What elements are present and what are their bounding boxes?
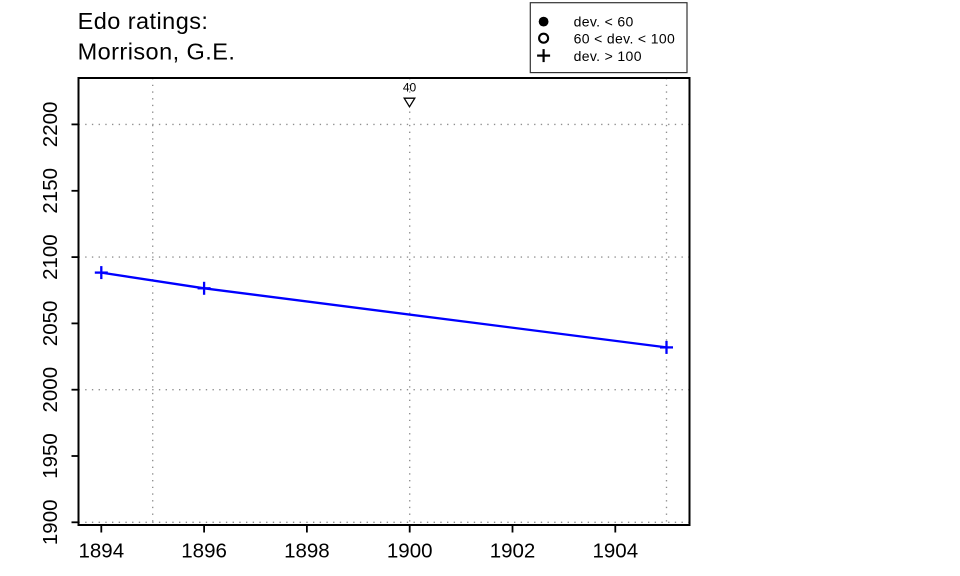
svg-text:2050: 2050 <box>39 301 62 347</box>
svg-text:2000: 2000 <box>39 367 62 413</box>
svg-text:2150: 2150 <box>39 168 62 214</box>
svg-text:Morrison, G.E.: Morrison, G.E. <box>78 38 236 64</box>
svg-text:1900: 1900 <box>387 539 433 562</box>
svg-text:2100: 2100 <box>39 234 62 280</box>
svg-text:1902: 1902 <box>490 539 536 562</box>
svg-text:dev. > 100: dev. > 100 <box>574 48 642 64</box>
svg-text:40: 40 <box>403 80 417 94</box>
svg-text:1894: 1894 <box>78 539 124 562</box>
svg-text:1950: 1950 <box>39 433 62 479</box>
svg-text:1898: 1898 <box>284 539 330 562</box>
svg-text:1896: 1896 <box>181 539 227 562</box>
svg-text:2200: 2200 <box>39 102 62 148</box>
svg-text:Edo ratings:: Edo ratings: <box>78 8 209 34</box>
svg-text:dev. < 60: dev. < 60 <box>574 14 634 30</box>
svg-text:1904: 1904 <box>592 539 638 562</box>
svg-text:1900: 1900 <box>39 499 62 545</box>
svg-text:60 < dev. < 100: 60 < dev. < 100 <box>574 30 676 46</box>
